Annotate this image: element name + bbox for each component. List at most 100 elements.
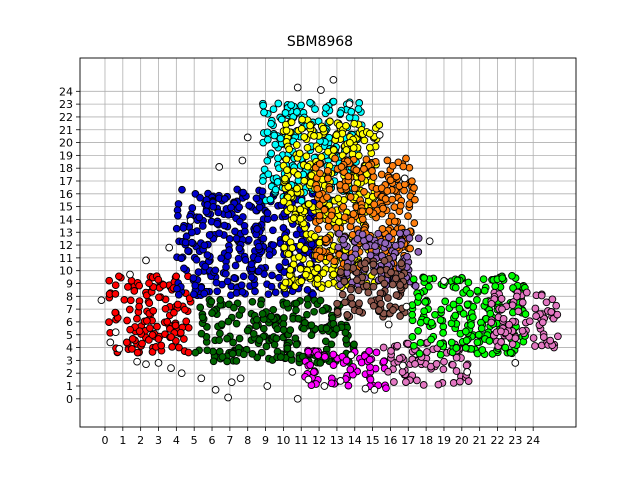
- data-point: [292, 306, 300, 315]
- data-point: [209, 357, 218, 366]
- data-point: [368, 167, 376, 175]
- data-point: [447, 338, 456, 347]
- data-point: [251, 287, 259, 296]
- data-point: [456, 377, 464, 386]
- data-point: [138, 339, 146, 348]
- y-tick-label: 12: [59, 239, 73, 252]
- data-point: [365, 129, 374, 138]
- data-point: [479, 275, 488, 284]
- data-point: [405, 163, 414, 172]
- data-point: [331, 154, 339, 163]
- data-point: [408, 177, 416, 186]
- data-point: [311, 105, 319, 113]
- y-tick-label: 15: [59, 201, 73, 214]
- data-point: [213, 287, 222, 296]
- data-point: [464, 377, 473, 385]
- data-point: [310, 368, 318, 376]
- data-point: [247, 273, 256, 282]
- data-point: [317, 153, 326, 161]
- data-point: [365, 143, 374, 152]
- data-point: [271, 140, 280, 149]
- data-point: [419, 381, 428, 389]
- data-point: [420, 307, 428, 316]
- data-point: [341, 298, 349, 307]
- data-point: [215, 229, 224, 238]
- data-point: [498, 274, 507, 283]
- outlier-point: [384, 320, 393, 329]
- data-point: [211, 266, 220, 275]
- outlier-point: [211, 385, 220, 394]
- data-point: [228, 349, 237, 358]
- data-point: [235, 244, 244, 253]
- data-point: [375, 121, 384, 129]
- data-point: [388, 161, 397, 170]
- data-point: [276, 134, 285, 143]
- data-point: [396, 312, 404, 320]
- data-point: [172, 224, 181, 233]
- data-point: [232, 234, 241, 243]
- data-point: [431, 310, 439, 319]
- data-point: [122, 338, 131, 347]
- data-point: [179, 224, 188, 232]
- data-point: [281, 174, 289, 183]
- y-tick-label: 5: [66, 329, 73, 342]
- data-point: [304, 200, 313, 208]
- data-point: [182, 317, 191, 326]
- data-point: [154, 275, 163, 284]
- data-point: [325, 185, 334, 194]
- data-point: [347, 216, 356, 225]
- data-point: [323, 193, 331, 202]
- data-point: [392, 291, 401, 299]
- data-point: [349, 144, 358, 152]
- data-point: [358, 207, 367, 216]
- data-point: [355, 307, 364, 316]
- outlier-point: [370, 385, 379, 394]
- data-point: [462, 336, 471, 345]
- data-point: [230, 274, 239, 283]
- data-point: [414, 234, 423, 243]
- data-point: [350, 340, 358, 349]
- data-point: [404, 212, 412, 220]
- data-point: [396, 229, 404, 238]
- outlier-point: [111, 328, 120, 337]
- data-point: [315, 201, 324, 209]
- outlier-point: [236, 374, 245, 383]
- outlier-point: [263, 382, 272, 390]
- data-point: [377, 170, 386, 179]
- data-point: [322, 104, 330, 112]
- data-point: [366, 251, 375, 260]
- data-point: [332, 325, 341, 333]
- data-point: [420, 274, 428, 282]
- data-point: [518, 326, 527, 335]
- x-tick-label: 2: [137, 434, 144, 447]
- data-point: [469, 313, 477, 322]
- data-point: [318, 306, 327, 315]
- data-point: [353, 276, 361, 284]
- data-point: [297, 101, 305, 110]
- y-tick-label: 4: [66, 342, 73, 355]
- data-point: [348, 300, 357, 308]
- data-point: [342, 121, 350, 130]
- data-point: [409, 341, 418, 350]
- data-point: [293, 184, 301, 193]
- x-tick-label: 19: [437, 434, 451, 447]
- data-point: [513, 292, 521, 301]
- data-point: [218, 353, 227, 361]
- data-point: [229, 338, 237, 347]
- data-point: [313, 264, 322, 273]
- data-point: [270, 131, 279, 140]
- data-point: [264, 170, 273, 179]
- data-point: [133, 348, 142, 357]
- data-point: [239, 350, 248, 359]
- x-tick-label: 8: [244, 434, 251, 447]
- data-point: [486, 309, 495, 318]
- data-point: [329, 97, 338, 106]
- data-point: [392, 172, 401, 181]
- data-point: [295, 252, 303, 261]
- data-point: [463, 300, 472, 309]
- data-point: [333, 299, 341, 308]
- data-point: [437, 305, 446, 314]
- data-point: [237, 281, 246, 290]
- data-point: [411, 195, 419, 204]
